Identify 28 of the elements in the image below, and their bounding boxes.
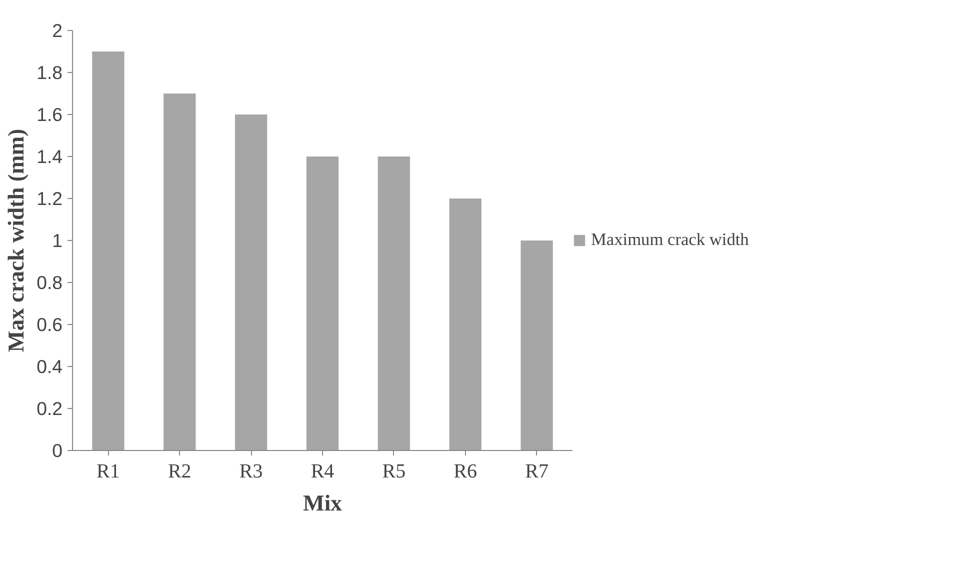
x-tick-label: R5 — [382, 460, 406, 482]
y-tick-label: 1.6 — [36, 104, 63, 125]
y-tick-label: 2 — [52, 20, 63, 41]
bar — [378, 156, 410, 450]
x-tick-label: R7 — [525, 460, 548, 482]
x-tick-label: R4 — [310, 460, 334, 482]
y-tick-label: 1.8 — [36, 62, 63, 83]
bar — [164, 94, 196, 450]
bar — [92, 52, 124, 450]
x-tick-label: R3 — [239, 460, 263, 482]
x-tick-label: R2 — [168, 460, 192, 482]
legend-label: Maximum crack width — [591, 230, 749, 250]
bar — [235, 114, 268, 450]
bar — [449, 198, 482, 450]
x-tick-label: R6 — [454, 460, 478, 482]
y-tick-label: 1 — [52, 230, 63, 251]
y-tick-label: 0.4 — [36, 356, 63, 377]
x-axis-title: Mix — [302, 490, 343, 516]
y-axis-title: Max crack width (mm) — [4, 128, 29, 352]
bar — [520, 240, 553, 450]
y-tick-label: 0.6 — [36, 314, 63, 335]
y-tick-label: 0.8 — [36, 272, 63, 293]
y-tick-label: 1.4 — [36, 146, 63, 167]
bar — [306, 156, 339, 450]
y-tick-label: 0 — [52, 440, 63, 461]
y-tick-label: 0.2 — [36, 398, 63, 419]
y-tick-label: 1.2 — [36, 188, 63, 209]
x-tick-label: R1 — [96, 460, 120, 482]
